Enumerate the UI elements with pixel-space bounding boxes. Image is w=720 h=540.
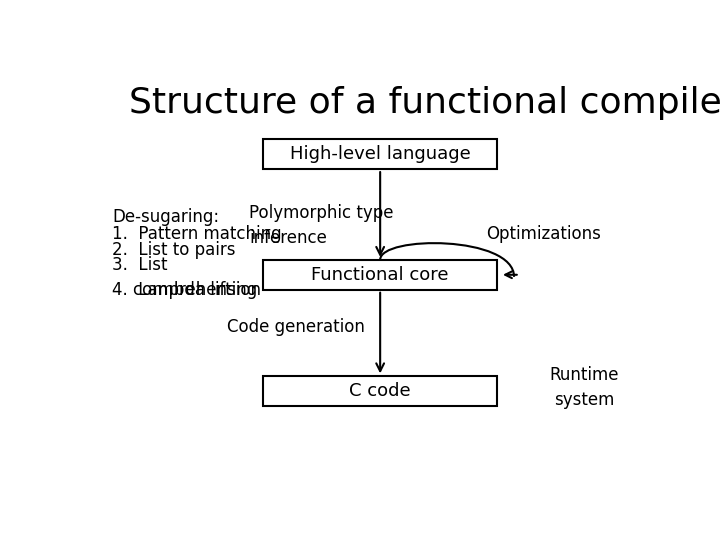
Text: 1.  Pattern matching: 1. Pattern matching bbox=[112, 225, 282, 243]
Text: Functional core: Functional core bbox=[312, 266, 449, 284]
Text: Optimizations: Optimizations bbox=[486, 225, 601, 243]
Text: 2.  List to pairs: 2. List to pairs bbox=[112, 241, 236, 259]
Text: Polymorphic type
inference: Polymorphic type inference bbox=[249, 204, 394, 247]
Text: Structure of a functional compiler: Structure of a functional compiler bbox=[129, 85, 720, 119]
Text: High-level language: High-level language bbox=[289, 145, 471, 163]
Text: 3.  List
    comprehension: 3. List comprehension bbox=[112, 256, 261, 300]
FancyBboxPatch shape bbox=[263, 376, 498, 406]
Text: 4.  Lambda lifting: 4. Lambda lifting bbox=[112, 281, 258, 299]
FancyBboxPatch shape bbox=[263, 260, 498, 290]
Text: C code: C code bbox=[349, 382, 411, 400]
Text: Runtime
system: Runtime system bbox=[549, 366, 618, 409]
FancyBboxPatch shape bbox=[263, 139, 498, 169]
Text: Code generation: Code generation bbox=[227, 319, 364, 336]
Text: De-sugaring:: De-sugaring: bbox=[112, 208, 220, 226]
